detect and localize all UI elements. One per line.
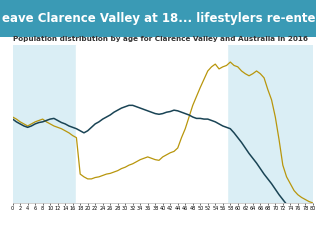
Text: Population distribution by age for Clarence Valley and Australia in 2016: Population distribution by age for Clare… [13, 36, 308, 42]
Bar [76, 45, 227, 203]
Text: eave Clarence Valley at 18... lifestylers re-ente: eave Clarence Valley at 18... lifestyler… [2, 12, 315, 25]
